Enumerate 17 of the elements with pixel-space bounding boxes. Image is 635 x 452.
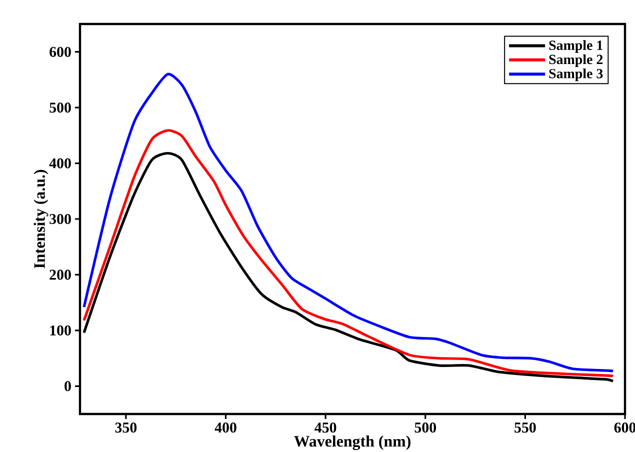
y-tick-label: 600 bbox=[50, 46, 71, 57]
x-tick-label: 550 bbox=[514, 422, 536, 433]
legend-label: Sample 2 bbox=[549, 54, 603, 67]
y-tick-label: 500 bbox=[50, 102, 71, 113]
x-tick-label: 500 bbox=[414, 422, 436, 433]
x-tick-label: 450 bbox=[314, 422, 336, 433]
y-tick-label: 400 bbox=[49, 158, 71, 168]
x-axis-title: Wavelength (nm) bbox=[294, 435, 410, 450]
legend-label: Sample 3 bbox=[549, 68, 603, 82]
y-axis-title: Intensity (a.u.) bbox=[34, 170, 48, 268]
y-tick-label: 200 bbox=[50, 270, 71, 280]
y-tick-label: 0 bbox=[64, 381, 71, 392]
y-tick-label: 100 bbox=[50, 325, 71, 336]
legend-label: Sample 1 bbox=[549, 40, 602, 53]
x-tick-label: 400 bbox=[214, 422, 236, 433]
y-tick-label: 300 bbox=[50, 214, 71, 224]
x-tick-label: 350 bbox=[115, 422, 137, 433]
